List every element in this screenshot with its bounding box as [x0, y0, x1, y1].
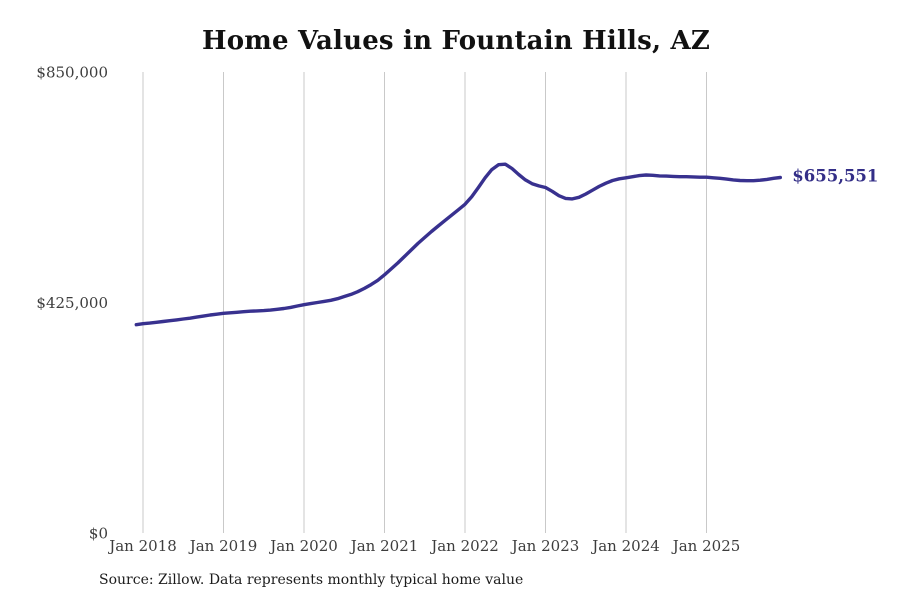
x-axis-label: Jan 2023 — [510, 537, 580, 555]
y-axis-label: $850,000 — [36, 64, 108, 82]
x-axis-labels: Jan 2018 Jan 2019 Jan 2020 Jan 2021 Jan 2022… — [107, 537, 740, 555]
y-axis-labels: $0 $425,000 $850,000 — [36, 64, 108, 543]
x-axis-label: Jan 2024 — [590, 537, 660, 555]
y-axis-label: $425,000 — [36, 294, 108, 312]
y-axis-label: $0 — [89, 525, 108, 543]
x-axis-label: Jan 2022 — [429, 537, 499, 555]
x-axis-label: Jan 2021 — [349, 537, 419, 555]
latest-value-label: $655,551 — [792, 166, 878, 185]
x-axis-label: Jan 2018 — [107, 537, 177, 555]
x-axis-label: Jan 2019 — [188, 537, 258, 555]
source-note: Source: Zillow. Data represents monthly … — [99, 572, 524, 588]
x-axis-label: Jan 2020 — [268, 537, 338, 555]
chart-title: Home Values in Fountain Hills, AZ — [201, 26, 711, 56]
gridlines — [142, 72, 707, 533]
home-value-line — [134, 162, 782, 327]
x-axis-label: Jan 2025 — [671, 537, 741, 555]
